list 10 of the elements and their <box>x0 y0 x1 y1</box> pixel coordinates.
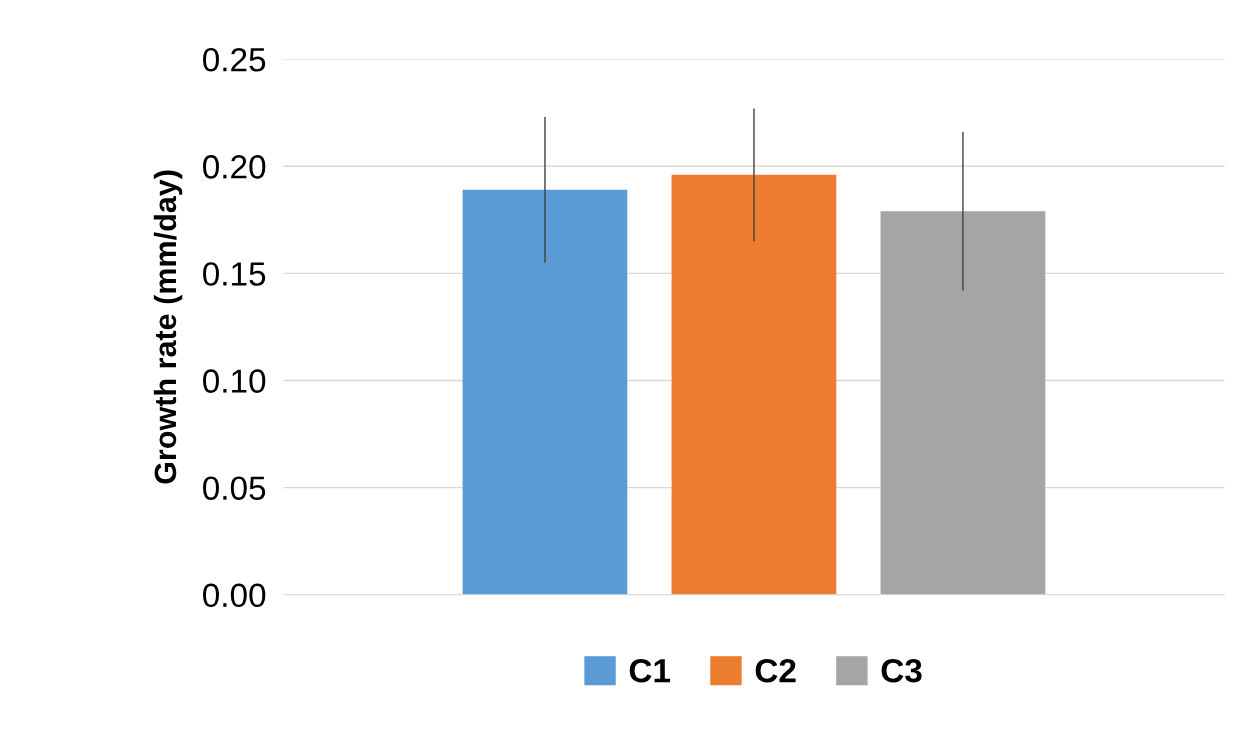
y-tick-label: 0.10 <box>203 369 266 393</box>
y-tick-label: 0.20 <box>203 155 266 179</box>
y-tick-label: 0.25 <box>203 47 266 72</box>
y-axis-title: Growth rate (mm/day) <box>153 170 183 484</box>
legend-label: C3 <box>881 658 922 683</box>
y-tick-label: 0.15 <box>203 262 266 286</box>
y-tick-label: 0.05 <box>203 476 266 501</box>
legend-label: C2 <box>755 658 796 683</box>
legend-label: C1 <box>629 658 671 683</box>
y-tick-label: 0.00 <box>203 583 266 608</box>
